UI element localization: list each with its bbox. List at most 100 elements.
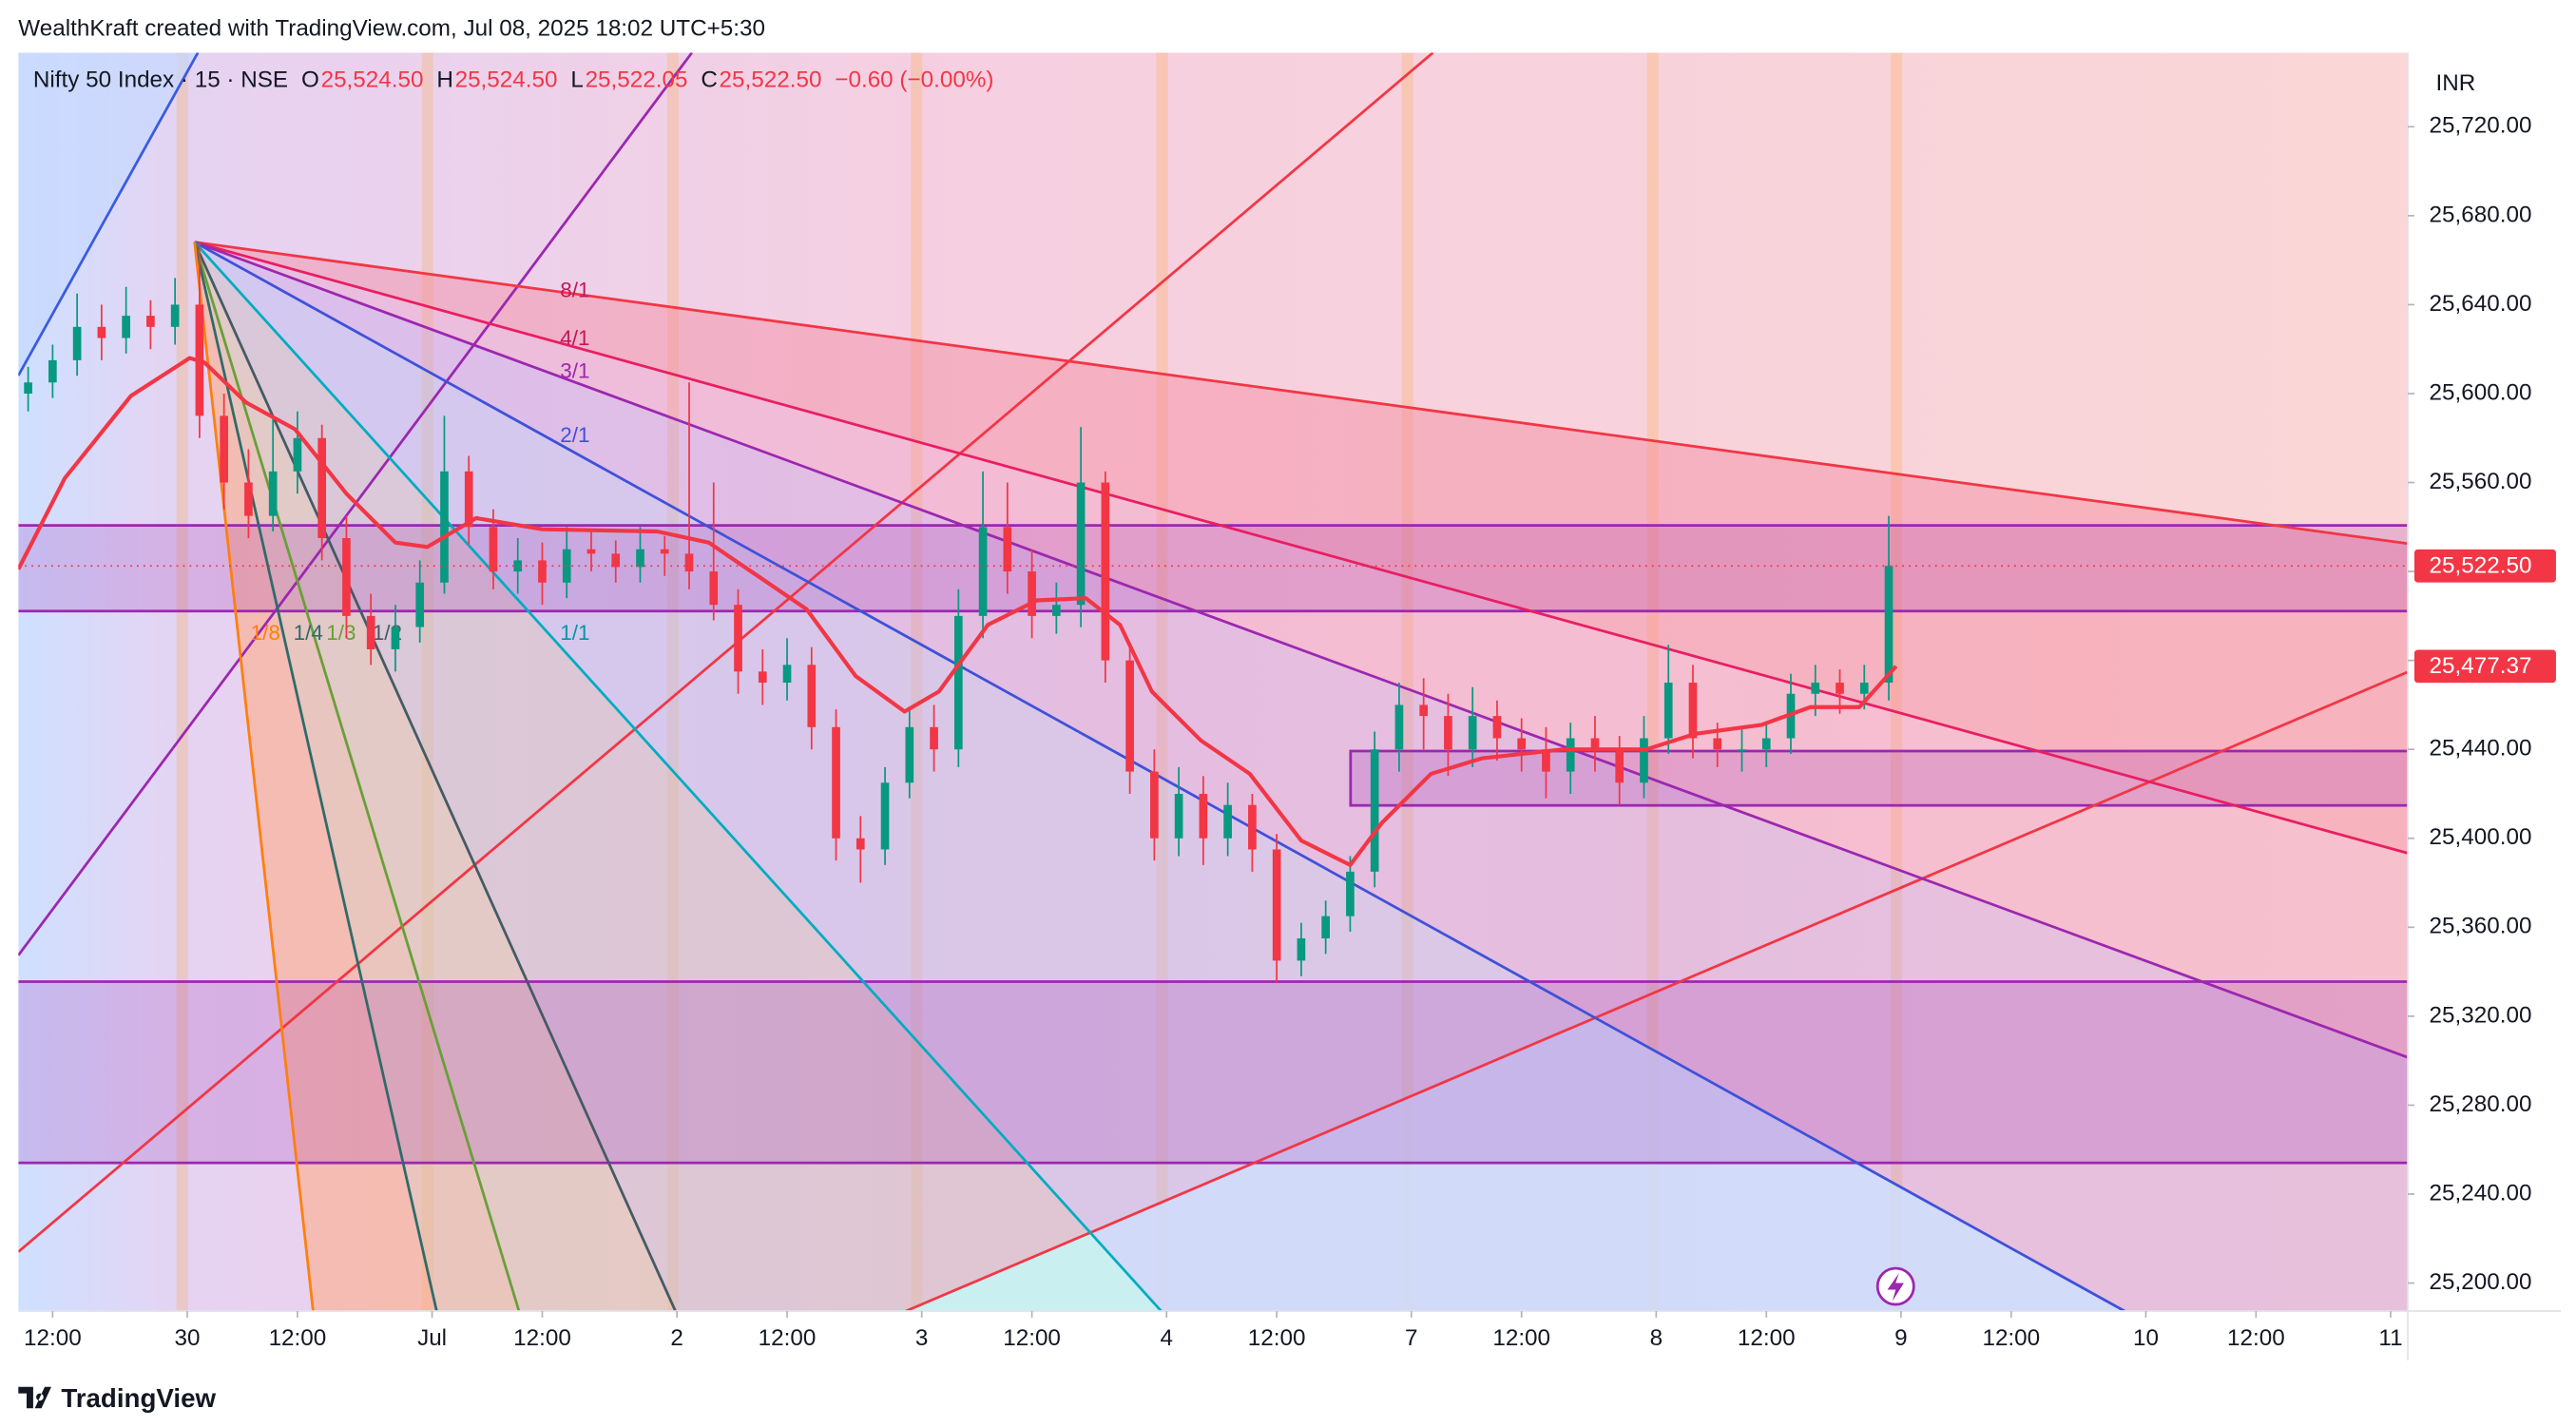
x-tick-label: 12:00 — [24, 1325, 82, 1351]
candle-body — [366, 615, 375, 649]
price-label: 25,522.50 — [2430, 553, 2532, 579]
legend-key: O — [301, 67, 319, 92]
candle-body — [1663, 683, 1673, 739]
candle-body — [1297, 938, 1306, 961]
candle-body — [1713, 738, 1722, 750]
candle-body — [1590, 738, 1600, 750]
x-tick-label: 11 — [2378, 1325, 2402, 1351]
y-tick-label: 25,400.00 — [2430, 824, 2532, 850]
fan-fill — [1091, 1017, 2125, 1311]
fan-fill — [194, 241, 2409, 1311]
fan-label: 8/1 — [560, 279, 589, 302]
zone — [18, 981, 2409, 1164]
y-tick-label: 25,280.00 — [2430, 1091, 2532, 1117]
candle-body — [905, 726, 914, 783]
candle-body — [930, 726, 938, 750]
candle-body — [1076, 482, 1086, 606]
candle-body — [293, 437, 302, 472]
x-tick-label: 9 — [1894, 1325, 1908, 1351]
fan-label: 2/1 — [560, 423, 589, 447]
candle-body — [1542, 749, 1550, 772]
x-tick-label: 30 — [175, 1325, 201, 1351]
price-label-box — [2413, 549, 2556, 583]
candle-body — [1884, 566, 1894, 684]
x-tick-label: 12:00 — [1982, 1325, 2040, 1351]
fan-label: 1/8 — [251, 621, 280, 645]
x-tick-label: 10 — [2133, 1325, 2159, 1351]
fan-label: 4/1 — [560, 326, 589, 350]
candle-body — [1688, 683, 1698, 739]
candle-body — [1223, 804, 1232, 839]
candle-body — [1811, 683, 1820, 694]
legend-value: 25,524.50 — [321, 67, 424, 92]
candle-body — [734, 605, 742, 672]
candle-body — [1248, 804, 1257, 850]
candle-body — [244, 482, 253, 516]
candle-body — [1125, 660, 1134, 772]
candle-body — [684, 553, 694, 572]
fan-fill — [906, 1231, 1162, 1311]
candle-body — [1566, 738, 1575, 772]
candle-body — [342, 538, 351, 616]
candle-body — [122, 316, 130, 338]
candle-body — [660, 549, 669, 554]
candle-body — [709, 571, 719, 606]
candle-body — [1150, 771, 1159, 839]
x-tick-label: 12:00 — [1003, 1325, 1061, 1351]
x-tick-label: Jul — [417, 1325, 447, 1351]
candle-body — [1859, 683, 1869, 694]
fan-label: 1/1 — [560, 621, 589, 645]
x-tick-label: 3 — [915, 1325, 929, 1351]
drawings: 8/1 4/1 3/1 2/1 1/1 1/8 1/4 1/3 1/2 — [18, 52, 2409, 1311]
y-tick-label: 25,560.00 — [2430, 469, 2532, 494]
candle-body — [1419, 704, 1429, 717]
fan-lines — [18, 52, 2409, 1311]
candle-body — [391, 627, 400, 649]
y-tick-label: 25,240.00 — [2430, 1180, 2532, 1206]
currency: INR — [2435, 70, 2475, 96]
y-tick-label: 25,200.00 — [2430, 1269, 2532, 1295]
candle-body — [97, 326, 106, 338]
y-tick-label: 25,320.00 — [2430, 1002, 2532, 1028]
x-tick-label: 12:00 — [1248, 1325, 1306, 1351]
candle-body — [1321, 916, 1330, 939]
candle-body — [1199, 793, 1208, 839]
candle-body — [1394, 704, 1404, 750]
candle-body — [72, 326, 82, 360]
candle-body — [415, 582, 425, 627]
x-tick-label: 4 — [1160, 1325, 1173, 1351]
candle-body — [1615, 749, 1624, 783]
candle-body — [1640, 738, 1648, 783]
moving-average — [18, 356, 1898, 867]
candle-body — [807, 665, 817, 727]
x-tick-label: 7 — [1405, 1325, 1418, 1351]
candle-body — [1492, 716, 1502, 739]
fan-label: 1/3 — [326, 621, 356, 645]
legend: Nifty 50 Index · 15 · NSE O 25,524.50 H 25,… — [33, 67, 994, 92]
legend-key: L — [570, 67, 583, 92]
candle-body — [636, 549, 644, 568]
x-tick-label: 12:00 — [2227, 1325, 2285, 1351]
candle-body — [464, 471, 473, 528]
candle-body — [1370, 749, 1379, 872]
candle-body — [832, 726, 840, 839]
symbol-title: Nifty 50 Index · 15 · NSE — [33, 67, 288, 92]
footer-logo — [18, 1386, 51, 1409]
candle-body — [1517, 738, 1527, 750]
zone-lines — [18, 524, 2409, 1165]
candle-body — [855, 838, 865, 850]
x-tick-label: 12:00 — [1492, 1325, 1550, 1351]
candle-body — [880, 782, 890, 850]
candle-body — [1052, 605, 1061, 616]
y-tick-label: 25,640.00 — [2430, 291, 2532, 317]
candle-body — [48, 359, 57, 383]
price-label-box — [2413, 649, 2556, 684]
candle-body — [1761, 738, 1771, 750]
candle-body — [1101, 482, 1110, 661]
footer: TradingView — [61, 1383, 216, 1413]
candle-body — [1346, 871, 1355, 917]
legend-value: 25,522.05 — [586, 67, 688, 92]
alert-icon — [1875, 1266, 1915, 1306]
